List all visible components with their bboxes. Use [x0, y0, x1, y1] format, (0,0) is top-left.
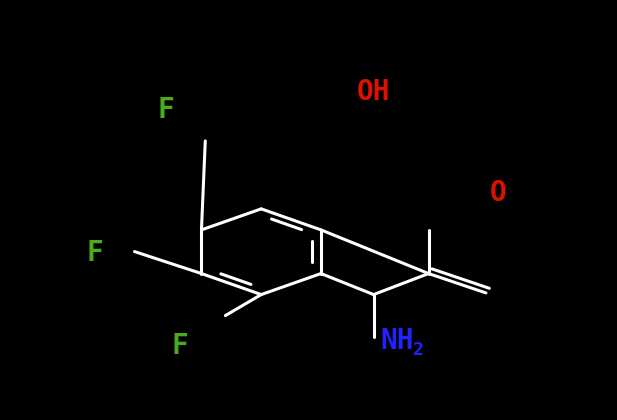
Text: F: F	[157, 96, 174, 124]
Text: F: F	[87, 239, 104, 267]
Text: O: O	[489, 178, 507, 207]
Text: F: F	[172, 332, 188, 360]
Text: OH: OH	[357, 79, 391, 106]
Text: NH: NH	[381, 328, 414, 355]
Text: 2: 2	[413, 341, 424, 359]
